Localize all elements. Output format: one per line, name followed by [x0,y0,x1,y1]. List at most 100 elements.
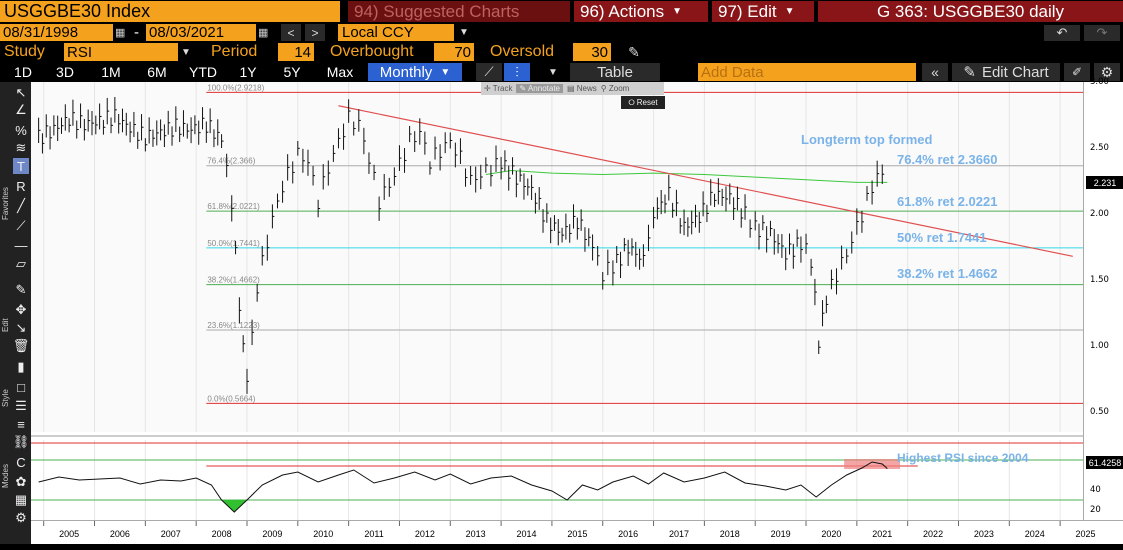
bar-chart-icon[interactable]: ⫶ [504,63,530,81]
modes-text: Modes [1,463,10,488]
frequency-select[interactable]: Monthly ▼ [368,63,462,81]
x-axis: 2005 2006 2007 2008 2009 2010 2011 2012 2013 2014… [31,520,1123,544]
ticker-field[interactable]: USGGBE30 Index [0,1,340,22]
color-icon[interactable]: ▮ [17,359,25,374]
mode-grid-icon[interactable]: ▦ [14,492,28,507]
trash-icon[interactable]: 🗑 [12,338,30,353]
last-price-label: 2.231 [1086,176,1123,189]
ticker-text: USGGBE30 Index [4,1,151,21]
calendar-icon[interactable]: ▦ [115,27,126,39]
line-style-icon[interactable]: ☰ [15,398,27,413]
timeframe-max-button[interactable]: Max [326,64,354,80]
fib-label: 76.4%(2.366) [207,157,255,166]
x-tick-label: 2009 [262,529,282,539]
period-label-text: Period [211,43,258,60]
y-tick-label: 0.50 [1090,407,1109,418]
date-separator-text: - [134,24,139,41]
study-label-text: Study [4,43,45,60]
table-button[interactable]: Table [570,63,660,81]
chevron-down-icon[interactable]: ▼ [181,46,191,58]
actions-menu[interactable]: 96) Actions ▼ [574,1,708,22]
select-icon[interactable]: ↘ [15,320,27,335]
news-button[interactable]: ▤ News [567,84,597,93]
date-bar: 08/31/1998 ▦ - 08/03/2021 ▦ < > Local CC… [0,23,1123,42]
style-text: Style [1,389,10,407]
end-date-field[interactable]: 08/03/2021 [146,24,256,41]
next-period-button[interactable]: > [305,24,325,41]
currency-select[interactable]: Local CCY [338,24,454,41]
x-tick-label: 2013 [466,529,486,539]
chevron-down-icon[interactable]: ▼ [459,27,469,38]
pen-icon[interactable]: ✎ [15,282,27,297]
text-tool-icon[interactable]: T [13,158,29,174]
edit-menu[interactable]: 97) Edit ▼ [712,1,814,22]
undo-button[interactable]: ↶ [1044,25,1080,41]
collapse-icon[interactable]: « [922,63,948,81]
x-tick-label: 2018 [720,529,740,539]
oversold-input[interactable]: 30 [573,43,611,61]
pencil-icon[interactable]: ✎ [628,43,640,60]
timeframe-ytd-button[interactable]: YTD [189,64,217,80]
ray-icon[interactable]: ⟋ [16,218,26,233]
chevron-down-icon[interactable]: ▼ [548,66,558,78]
draw-icon[interactable]: ✐ [1064,63,1090,81]
horizontal-line-icon[interactable]: — [14,237,28,253]
redo-button[interactable]: ↷ [1084,25,1120,41]
mode-c-icon[interactable]: C [16,454,26,470]
x-axis-svg: 2005 2006 2007 2008 2009 2010 2011 2012 2013 2014… [43,521,1096,539]
track-button[interactable]: ✛ Track [484,84,513,93]
x-tick-label: 2015 [567,529,587,539]
fib-label: 0.0%(0.5664) [207,394,255,403]
move-icon[interactable]: ✥ [15,302,27,317]
timeframe-3d-button[interactable]: 3D [56,64,74,80]
gear-icon[interactable]: ⚙ [1094,63,1120,81]
timeframe-1y-button[interactable]: 1Y [239,64,257,80]
last-rsi-label: 61.4258 [1086,456,1123,469]
suggested-charts-button[interactable]: 94) Suggested Charts [348,1,570,22]
annotate-button[interactable]: ✎ Annotate [516,84,563,93]
study-select[interactable]: RSI [64,43,178,61]
gear-icon[interactable]: ⚙ [15,510,27,525]
line-weight-icon[interactable]: ≡ [17,416,25,432]
chevron-down-icon: ▼ [440,66,451,78]
modes-label: Modes [1,454,11,488]
edit-side-label: Edit [1,302,11,332]
start-date-field[interactable]: 08/31/1998 [0,24,113,41]
timeframe-1d-button[interactable]: 1D [14,64,32,80]
timeframe-1m-button[interactable]: 1M [101,64,121,80]
x-tick-label: 2014 [516,529,536,539]
add-data-input[interactable]: Add Data [698,63,916,81]
trend-line-icon[interactable]: ╱ [17,198,25,213]
overbought-input[interactable]: 70 [434,43,474,61]
percent-tool-icon[interactable]: % [15,122,27,138]
fibonacci-icon[interactable]: ≋ [15,140,27,155]
reset-button[interactable]: ⭘ Reset [621,96,665,109]
cursor-icon[interactable]: ↖ [15,85,27,100]
actions-label: 96) Actions [580,1,665,21]
edit-side-text: Edit [1,318,10,332]
left-toolbar: Favorites Edit Style Modes ↖ ∠ % ≋ T R ╱… [0,82,31,544]
chart-popup-menu: ✛ Track ✎ Annotate ▤ News ⚲ Zoom [481,82,664,95]
calendar-icon[interactable]: ▦ [258,27,269,39]
x-tick-label: 2023 [974,529,994,539]
prev-period-button[interactable]: < [281,24,301,41]
timeframe-6m-button[interactable]: 6M [147,64,167,80]
chart-svg: 100.0%(2.9218) 76.4%(2.366) 61.8%(2.0221) 5… [31,82,1083,520]
y-tick-label: 2.00 [1090,209,1109,220]
period-input[interactable]: 14 [278,43,314,61]
edit-chart-button[interactable]: ✎ Edit Chart [952,63,1060,81]
line-chart-icon[interactable]: ⟋ [476,63,502,81]
channel-icon[interactable]: ▱ [16,256,26,271]
mode-color-icon[interactable]: ✿ [15,474,27,489]
link-icon[interactable]: ⛓ [12,434,30,449]
chart-area[interactable]: 100.0%(2.9218) 76.4%(2.366) 61.8%(2.0221) 5… [31,82,1083,520]
overbought-value: 70 [454,43,471,61]
frequency-text: Monthly [379,63,433,81]
fill-icon[interactable]: □ [17,379,25,395]
timeframe-5y-button[interactable]: 5Y [283,64,301,80]
currency-text: Local CCY [342,24,414,41]
zoom-button[interactable]: ⚲ Zoom [600,84,630,93]
fib-label: 50.0%(1.7441) [207,239,260,248]
line-tool-icon[interactable]: ∠ [15,102,27,117]
retracement-icon[interactable]: R [16,178,26,194]
